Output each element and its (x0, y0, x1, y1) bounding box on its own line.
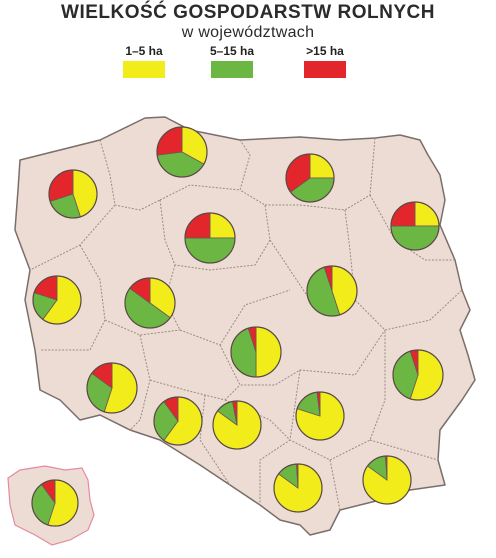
pie-outline (48, 169, 98, 219)
pie-layer (31, 126, 444, 527)
pie-slaskie (212, 400, 262, 450)
pie-malopolskie (273, 463, 323, 513)
pie-podkarpackie (362, 455, 412, 505)
legend-item-medium: 5–15 ha (202, 44, 262, 78)
pie-outline (273, 463, 323, 513)
legend-swatch-large (304, 61, 346, 78)
pie-swietokrzyskie (295, 391, 345, 441)
pie-outline (153, 396, 203, 446)
pie-outline (362, 455, 412, 505)
legend-swatch-small (123, 61, 165, 78)
pie-outline (392, 349, 444, 401)
pie-outline (390, 201, 440, 251)
pie-outline (32, 275, 82, 325)
legend-label-medium: 5–15 ha (209, 44, 255, 58)
legend-label-small: 1–5 ha (125, 44, 163, 58)
pie-dolnoslaskie (86, 362, 138, 414)
pie-outline (212, 400, 262, 450)
pie-outline (124, 277, 176, 329)
legend-swatch-medium (211, 61, 253, 78)
pie-lubuskie (32, 275, 82, 325)
pie-outline (230, 326, 282, 378)
pie-opolskie (153, 396, 203, 446)
map-title: WIELKOŚĆ GOSPODARSTW ROLNYCH (61, 2, 435, 23)
pie-kujawsko-pomorskie (184, 212, 236, 264)
pie-outline (285, 153, 335, 203)
pie-lubelskie (392, 349, 444, 401)
pie-zachodniopomorskie (48, 169, 98, 219)
pie-mazowieckie (306, 265, 358, 317)
map-subtitle: w województwach (181, 24, 315, 41)
pie-podlaskie (390, 201, 440, 251)
pie-lodzkie (230, 326, 282, 378)
pie-pomorskie (156, 126, 208, 178)
legend-item-small: 1–5 ha (114, 44, 174, 78)
poland-outline (14, 116, 476, 536)
legend-item-large: >15 ha (295, 44, 355, 78)
pie-outline (156, 126, 208, 178)
pie-outline (86, 362, 138, 414)
pie-outline (31, 479, 79, 527)
legend-label-large: >15 ha (306, 44, 344, 58)
pie-outline (295, 391, 345, 441)
pie-outline (306, 265, 358, 317)
pie-polska (31, 479, 79, 527)
pie-wielkopolskie (124, 277, 176, 329)
pie-warminsko-mazurskie (285, 153, 335, 203)
pie-outline (184, 212, 236, 264)
